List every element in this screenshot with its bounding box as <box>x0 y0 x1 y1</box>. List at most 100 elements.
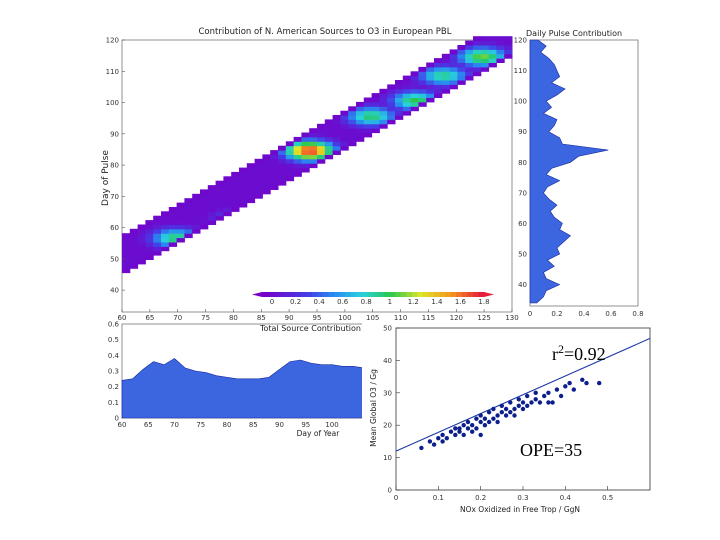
heatmap-cell <box>348 128 357 134</box>
heatmap-cell <box>480 40 490 46</box>
heatmap-cell <box>262 180 271 186</box>
heatmap-cell <box>332 136 341 142</box>
heatmap-cell <box>418 75 427 81</box>
colorbar-segment <box>311 292 318 297</box>
heatmap-cell <box>285 145 295 151</box>
scatter-point <box>478 432 483 438</box>
heatmap-cell <box>332 128 341 134</box>
heatmap-cell <box>410 75 419 81</box>
heatmap-cell <box>215 193 224 199</box>
colorbar-tick-label: 1.2 <box>408 298 419 306</box>
scatter-point <box>427 439 433 444</box>
heatmap-cell <box>426 84 435 90</box>
colorbar-segment <box>323 292 330 297</box>
heatmap-cell <box>168 211 178 217</box>
heatmap-cell <box>473 40 482 46</box>
heatmap-cell <box>246 193 256 199</box>
heatmap-cell <box>293 163 302 169</box>
heatmap-cell <box>488 36 497 42</box>
heatmap-cell <box>504 40 513 46</box>
heatmap-cell <box>356 136 365 142</box>
heatmap-cell <box>340 136 349 142</box>
heatmap-cell <box>340 141 349 147</box>
colorbar-segment <box>289 292 296 297</box>
heatmap-cell <box>137 259 146 265</box>
heatmap-cell <box>324 136 334 142</box>
heatmap-cell <box>379 119 388 125</box>
heatmap-cell <box>239 189 248 195</box>
heatmap-cell <box>254 180 263 186</box>
heatmap-cell <box>153 215 162 221</box>
heatmap-cell <box>285 158 295 164</box>
heatmap-cell <box>426 66 435 72</box>
heatmap-cell <box>168 233 178 239</box>
heatmap-cell <box>129 255 139 260</box>
heatmap-cell <box>363 106 373 112</box>
scatter-point <box>508 400 513 405</box>
heatmap-cell <box>122 237 131 243</box>
heatmap-cell <box>387 88 396 94</box>
scatter-point <box>554 387 560 392</box>
heatmap-cell <box>223 198 232 204</box>
heatmap-cell <box>348 136 357 142</box>
heatmap-cell <box>332 145 341 151</box>
heatmap-cell <box>278 167 287 173</box>
heatmap-x-tick-label: 85 <box>257 314 266 322</box>
scatter-point <box>448 429 454 434</box>
heatmap-cell <box>223 176 232 182</box>
heatmap-cell <box>215 215 224 221</box>
heatmap-cell <box>387 110 396 116</box>
heatmap-cell <box>145 233 154 239</box>
heatmap-cell <box>122 246 131 252</box>
heatmap-cell <box>363 97 373 103</box>
colorbar-segment <box>284 292 291 297</box>
scatter-point <box>525 403 530 408</box>
heatmap-cell <box>239 193 248 199</box>
heatmap-x-tick-label: 80 <box>229 314 238 322</box>
heatmap-cell <box>262 163 271 169</box>
total-source-x-ticks: 60 65 70 75 80 85 90 95 100 <box>118 421 339 429</box>
heatmap-x-tick-label: 70 <box>173 314 182 322</box>
heatmap-cell <box>426 97 435 103</box>
heatmap-y-tick-label: 40 <box>110 287 119 295</box>
heatmap-cell <box>356 110 365 116</box>
heatmap-cell <box>137 224 146 230</box>
scatter-point <box>516 397 521 402</box>
heatmap-cell <box>145 237 154 243</box>
heatmap-cell <box>301 167 310 173</box>
scatter-point <box>542 393 547 399</box>
heatmap-cell <box>137 250 146 256</box>
heatmap-cell <box>348 115 357 120</box>
heatmap-cell <box>168 224 178 230</box>
heatmap-cell <box>176 233 185 239</box>
heatmap-x-tick-label: 110 <box>394 314 407 322</box>
scatter-y-tick-label: 20 <box>383 422 392 430</box>
colorbar-segment <box>395 292 402 297</box>
heatmap-cell <box>200 220 209 225</box>
heatmap-cell <box>293 154 302 160</box>
heatmap-cell <box>418 101 427 107</box>
heatmap-x-tick-label: 105 <box>366 314 379 322</box>
heatmap-cell <box>309 132 318 138</box>
heatmap-y-tick-label: 60 <box>110 224 119 232</box>
heatmap-cell <box>309 158 318 164</box>
heatmap-cell <box>301 145 310 151</box>
scatter-point <box>537 400 543 405</box>
heatmap-cell <box>254 193 263 199</box>
heatmap-x-tick-label: 100 <box>338 314 351 322</box>
heatmap-cell <box>356 115 365 120</box>
heatmap-cell <box>129 233 139 239</box>
heatmap-cell <box>137 242 146 247</box>
scatter-x-tick-label: 0.3 <box>517 494 528 502</box>
heatmap-cell <box>379 110 388 116</box>
heatmap-cell <box>137 233 146 239</box>
heatmap-cell <box>200 207 209 212</box>
heatmap-cell <box>246 189 256 195</box>
heatmap-cell <box>176 207 185 212</box>
heatmap-cell <box>270 176 279 182</box>
scatter-y-axis-label: Mean Global O3 / Gg <box>369 369 378 447</box>
colorbar-segment <box>300 292 307 297</box>
heatmap-cell <box>317 141 326 147</box>
scatter-point <box>520 400 526 405</box>
total-source-y-tick-label: 0.6 <box>108 321 120 329</box>
